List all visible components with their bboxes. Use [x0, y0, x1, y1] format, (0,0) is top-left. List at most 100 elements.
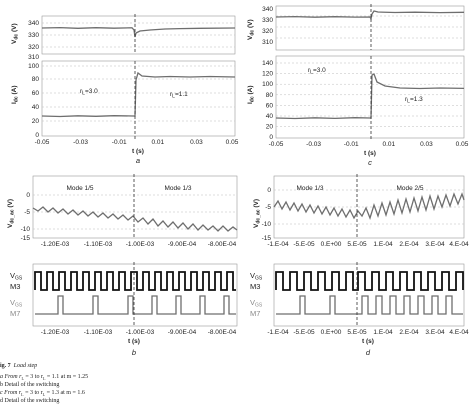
xtick: 3.E-04 [425, 329, 445, 336]
xtick: -0.01 [344, 141, 359, 148]
series-label: M7 [250, 309, 260, 318]
xtick: -5.E-05 [293, 329, 315, 336]
ytick: 340 [262, 6, 273, 13]
panel-b: 0 -5 -10 -15 Vdc_ac (V) Mode 1/5 Mode 1/… [7, 174, 238, 357]
sublabel: a [136, 156, 140, 165]
ytick: 330 [28, 32, 39, 39]
annotation: rL=3.0 [80, 88, 98, 97]
y-axis-label: Vdc_ac (V) [253, 199, 262, 228]
mode-label: Mode 1/3 [164, 185, 191, 192]
ytick: -5 [265, 204, 271, 211]
series-label: VGS [10, 298, 23, 309]
ytick: 330 [262, 17, 273, 24]
xtick: -1.20E-03 [41, 241, 70, 248]
ytick: 340 [28, 20, 39, 27]
series-label: VGS [10, 271, 23, 282]
x-axis-label: t (s) [362, 338, 374, 345]
xtick: 5.E-05 [347, 329, 367, 336]
panel-a: 340 330 320 310 Vdc (V) 100 80 60 40 20 … [11, 14, 239, 165]
mode-label: Mode 1/3 [296, 185, 323, 192]
y-axis-label: Idc (A) [247, 86, 256, 105]
xtick: -1.E-04 [267, 329, 289, 336]
series-vdcac-b [32, 206, 238, 232]
series-idc-a [41, 71, 236, 118]
ytick: 100 [262, 81, 273, 88]
ytick: 310 [262, 39, 273, 46]
ytick: -10 [262, 221, 272, 228]
x-axis-label: t (s) [364, 150, 376, 157]
sublabel: c [368, 158, 372, 167]
x-axis-label: t (s) [132, 148, 144, 155]
ytick: 120 [262, 71, 273, 78]
xtick: 1.E-04 [373, 241, 393, 248]
chart-b-bottom: VGS M3 VGS M7 -1.20E-03 -1.10E-03 -1.00E… [10, 262, 238, 357]
series-vgs-m3-d [275, 271, 464, 291]
y-axis-label: Vdc (V) [11, 23, 20, 44]
y-axis-label: Vdc (V) [247, 19, 256, 40]
ytick: 60 [32, 90, 40, 97]
panel-d: 0 -5 -10 -15 Vdc_ac (V) Mode 1/3 Mode 2/… [250, 174, 469, 357]
ytick: 320 [262, 28, 273, 35]
caption-line-b: b Detail of the switching [0, 382, 60, 388]
xtick: -1.10E-03 [84, 329, 113, 336]
ytick: -5 [24, 209, 30, 216]
xtick: 0.03 [190, 139, 203, 146]
xtick: 2.E-04 [399, 329, 419, 336]
xtick: -1.00E-03 [126, 329, 155, 336]
sublabel: b [132, 348, 136, 357]
x-axis-label: t (s) [128, 338, 140, 345]
xtick: 0.E+00 [321, 241, 342, 248]
ytick: 80 [266, 92, 274, 99]
xtick: 0.03 [420, 141, 433, 148]
ytick: 20 [266, 124, 274, 131]
xtick: -8.00E-04 [208, 329, 237, 336]
xtick: -1.00E-03 [126, 241, 155, 248]
xtick: -1.20E-03 [41, 329, 70, 336]
figure-title: Load step [13, 363, 38, 369]
series-vdc-c [275, 10, 465, 21]
xtick: 5.E-05 [347, 241, 367, 248]
series-label: M3 [10, 282, 20, 291]
xtick: -0.01 [112, 139, 127, 146]
series-vgs-m3-b [34, 271, 236, 291]
plot-frame [32, 263, 238, 327]
ytick: 320 [28, 44, 39, 51]
series-label: M3 [250, 282, 260, 291]
xtick: 0.01 [151, 139, 164, 146]
chart-b-top: 0 -5 -10 -15 Vdc_ac (V) Mode 1/5 Mode 1/… [7, 174, 238, 248]
chart-a-top: 340 330 320 310 Vdc (V) [11, 14, 236, 61]
xtick: -0.05 [269, 141, 284, 148]
mode-label: Mode 2/5 [396, 185, 423, 192]
xtick: -0.05 [35, 139, 50, 146]
xtick: -1.E-04 [267, 241, 289, 248]
chart-d-bottom: VGS M3 VGS M7 -1.E-04 -5.E-05 0.E+00 5.E… [250, 262, 469, 357]
annotation: rL=1.3 [405, 96, 423, 105]
ytick: 140 [262, 60, 273, 67]
sublabel: d [366, 348, 371, 357]
ytick: 0 [267, 187, 271, 194]
xtick: 4.E-04 [449, 241, 469, 248]
xtick: 0.05 [456, 141, 469, 148]
ytick: -10 [21, 226, 31, 233]
xtick: -9.00E-04 [168, 241, 197, 248]
ytick: 310 [28, 54, 39, 61]
mode-label: Mode 1/5 [66, 185, 93, 192]
figure-number: ig. 7 [0, 363, 11, 369]
series-vdc-a [41, 26, 236, 38]
panel-c: 340 330 320 310 Vdc (V) 140 120 100 80 6… [247, 4, 469, 167]
caption-line-c: c From rL = 3 to rL = 1.3 at m = 1.6 [0, 390, 85, 398]
ytick: 0 [26, 192, 30, 199]
series-vgs-m7-d [276, 295, 463, 315]
figure-caption-title: ig. 7 Load step [0, 363, 37, 369]
xtick: -0.03 [306, 141, 321, 148]
ytick: 20 [32, 118, 40, 125]
series-label: VGS [250, 271, 263, 282]
y-axis-label: Vdc_ac (V) [7, 199, 16, 228]
chart-d-top: 0 -5 -10 -15 Vdc_ac (V) Mode 1/3 Mode 2/… [253, 174, 469, 248]
xtick: -1.10E-03 [84, 241, 113, 248]
ytick: 0 [269, 134, 273, 141]
xtick: 3.E-04 [425, 241, 445, 248]
caption-line-a: a From rL = 3 to rL = 1.1 at m = 1.25 [0, 374, 89, 382]
annotation: rL=3.0 [308, 67, 326, 76]
